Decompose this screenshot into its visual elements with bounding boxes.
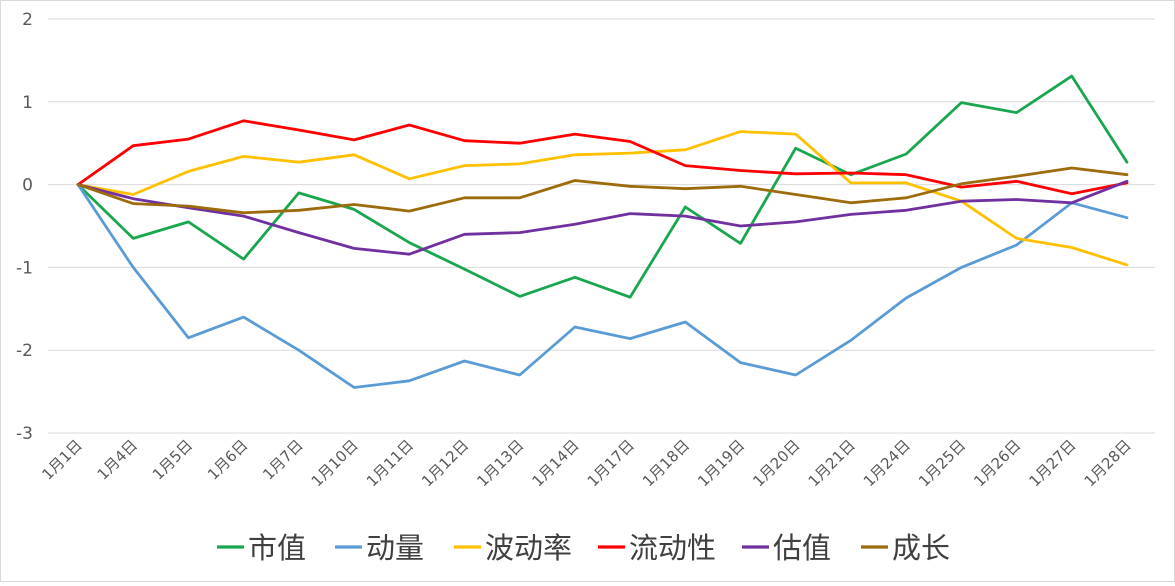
legend-label-0: 市值 bbox=[248, 531, 306, 565]
legend-label-4: 估值 bbox=[773, 531, 831, 565]
y-tick-label: 0 bbox=[22, 176, 33, 196]
y-tick-label: 2 bbox=[22, 10, 33, 30]
series-line-2 bbox=[76, 130, 1129, 267]
y-tick-label: -2 bbox=[16, 341, 33, 361]
legend-label-1: 动量 bbox=[366, 531, 424, 565]
y-tick-label: -1 bbox=[16, 258, 33, 278]
y-axis-tick-labels: 2 1 0 -1 -2 -3 bbox=[16, 10, 33, 444]
series-line-4 bbox=[76, 179, 1129, 256]
y-tick-label: 1 bbox=[22, 93, 33, 113]
series-line-1 bbox=[76, 183, 1129, 389]
legend: 市值 动量 波动率 流动性 估值 成长 bbox=[217, 531, 950, 565]
legend-label-3: 流动性 bbox=[629, 531, 716, 565]
series-lines bbox=[76, 74, 1129, 389]
legend-label-2: 波动率 bbox=[485, 531, 572, 565]
y-tick-label: -3 bbox=[16, 424, 33, 444]
series-line-0 bbox=[76, 74, 1129, 299]
series-line-5 bbox=[76, 166, 1129, 215]
legend-label-5: 成长 bbox=[892, 531, 950, 565]
